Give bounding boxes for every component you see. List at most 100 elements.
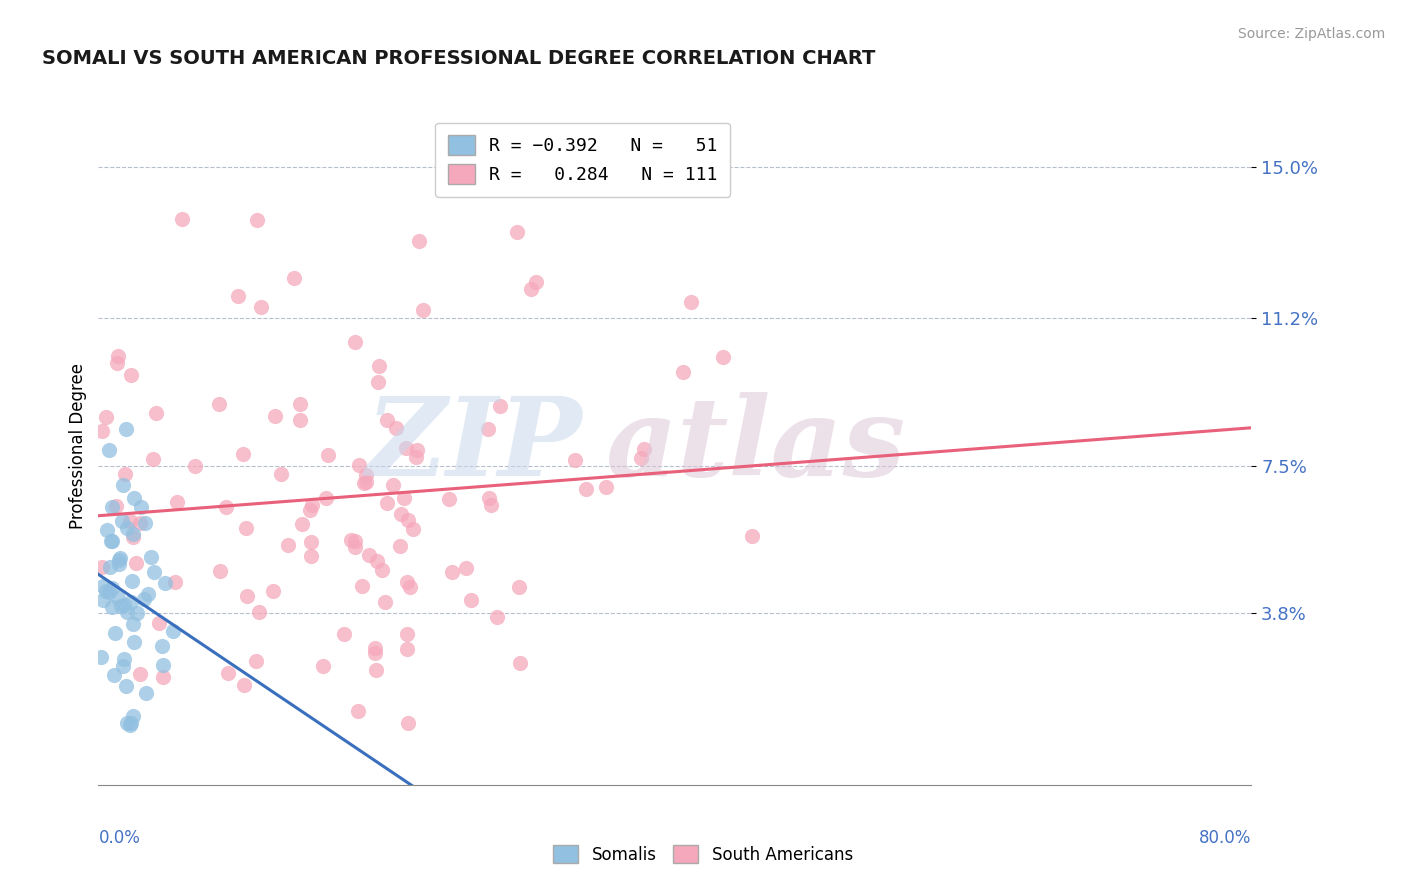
Point: [120, 715, 142, 730]
Point: [368, 359, 391, 373]
Point: [388, 539, 411, 553]
Text: Source: ZipAtlas.com: Source: ZipAtlas.com: [1237, 27, 1385, 41]
Point: [114, 598, 136, 612]
Point: [115, 679, 138, 693]
Point: [100, 533, 122, 548]
Point: [375, 496, 398, 510]
Point: [105, 500, 128, 514]
Point: [299, 549, 322, 563]
Point: [374, 595, 396, 609]
Point: [340, 533, 363, 547]
Point: [122, 635, 145, 649]
Point: [136, 586, 159, 600]
Point: [520, 282, 543, 296]
Point: [479, 498, 502, 512]
Text: 80.0%: 80.0%: [1199, 829, 1251, 847]
Point: [232, 447, 254, 461]
Point: [226, 289, 249, 303]
Point: [262, 583, 284, 598]
Point: [347, 458, 370, 472]
Point: [122, 530, 145, 544]
Point: [247, 605, 270, 619]
Point: [405, 450, 427, 465]
Point: [120, 595, 142, 609]
Point: [385, 420, 408, 434]
Point: [299, 503, 322, 517]
Point: [107, 591, 129, 606]
Point: [264, 409, 287, 423]
Point: [215, 500, 238, 514]
Point: [301, 499, 323, 513]
Point: [396, 715, 419, 730]
Point: [162, 624, 184, 639]
Point: [115, 716, 138, 731]
Point: [139, 550, 162, 565]
Point: [120, 368, 142, 382]
Point: [347, 704, 370, 718]
Point: [90, 560, 112, 574]
Point: [371, 563, 394, 577]
Point: [353, 476, 375, 491]
Point: [333, 627, 356, 641]
Point: [142, 452, 165, 467]
Point: [233, 678, 256, 692]
Point: [208, 564, 231, 578]
Point: [366, 554, 388, 568]
Point: [110, 599, 132, 614]
Point: [152, 658, 174, 673]
Point: [574, 482, 596, 496]
Point: [741, 529, 763, 543]
Point: [96, 523, 118, 537]
Point: [150, 639, 173, 653]
Point: [94, 409, 117, 424]
Point: [115, 421, 138, 435]
Point: [235, 521, 257, 535]
Point: [104, 626, 127, 640]
Point: [506, 225, 529, 239]
Point: [118, 718, 141, 732]
Point: [396, 513, 419, 527]
Point: [679, 294, 702, 309]
Point: [134, 516, 156, 530]
Point: [439, 492, 461, 507]
Point: [396, 626, 419, 640]
Point: [299, 534, 322, 549]
Point: [105, 356, 128, 370]
Legend: R = −0.392   N =   51, R =   0.284   N = 111: R = −0.392 N = 51, R = 0.284 N = 111: [434, 123, 730, 197]
Point: [595, 480, 617, 494]
Point: [315, 491, 337, 505]
Point: [364, 663, 387, 677]
Point: [97, 585, 120, 599]
Point: [290, 413, 312, 427]
Y-axis label: Professional Degree: Professional Degree: [69, 363, 87, 529]
Point: [312, 659, 335, 673]
Point: [277, 538, 299, 552]
Point: [93, 593, 115, 607]
Point: [112, 652, 135, 666]
Point: [406, 442, 429, 457]
Point: [148, 616, 170, 631]
Point: [107, 349, 129, 363]
Point: [344, 540, 367, 554]
Point: [343, 534, 366, 549]
Point: [111, 514, 134, 528]
Point: [477, 422, 499, 436]
Point: [166, 495, 188, 509]
Point: [399, 580, 422, 594]
Point: [456, 561, 478, 575]
Point: [184, 459, 207, 474]
Point: [101, 600, 124, 615]
Point: [217, 666, 239, 681]
Point: [115, 605, 138, 619]
Point: [97, 443, 120, 458]
Point: [163, 575, 186, 590]
Point: [120, 514, 142, 528]
Point: [115, 521, 138, 535]
Point: [396, 642, 419, 657]
Point: [155, 576, 177, 591]
Point: [122, 527, 145, 541]
Point: [402, 523, 425, 537]
Point: [441, 565, 464, 579]
Point: [112, 478, 135, 492]
Point: [354, 475, 377, 490]
